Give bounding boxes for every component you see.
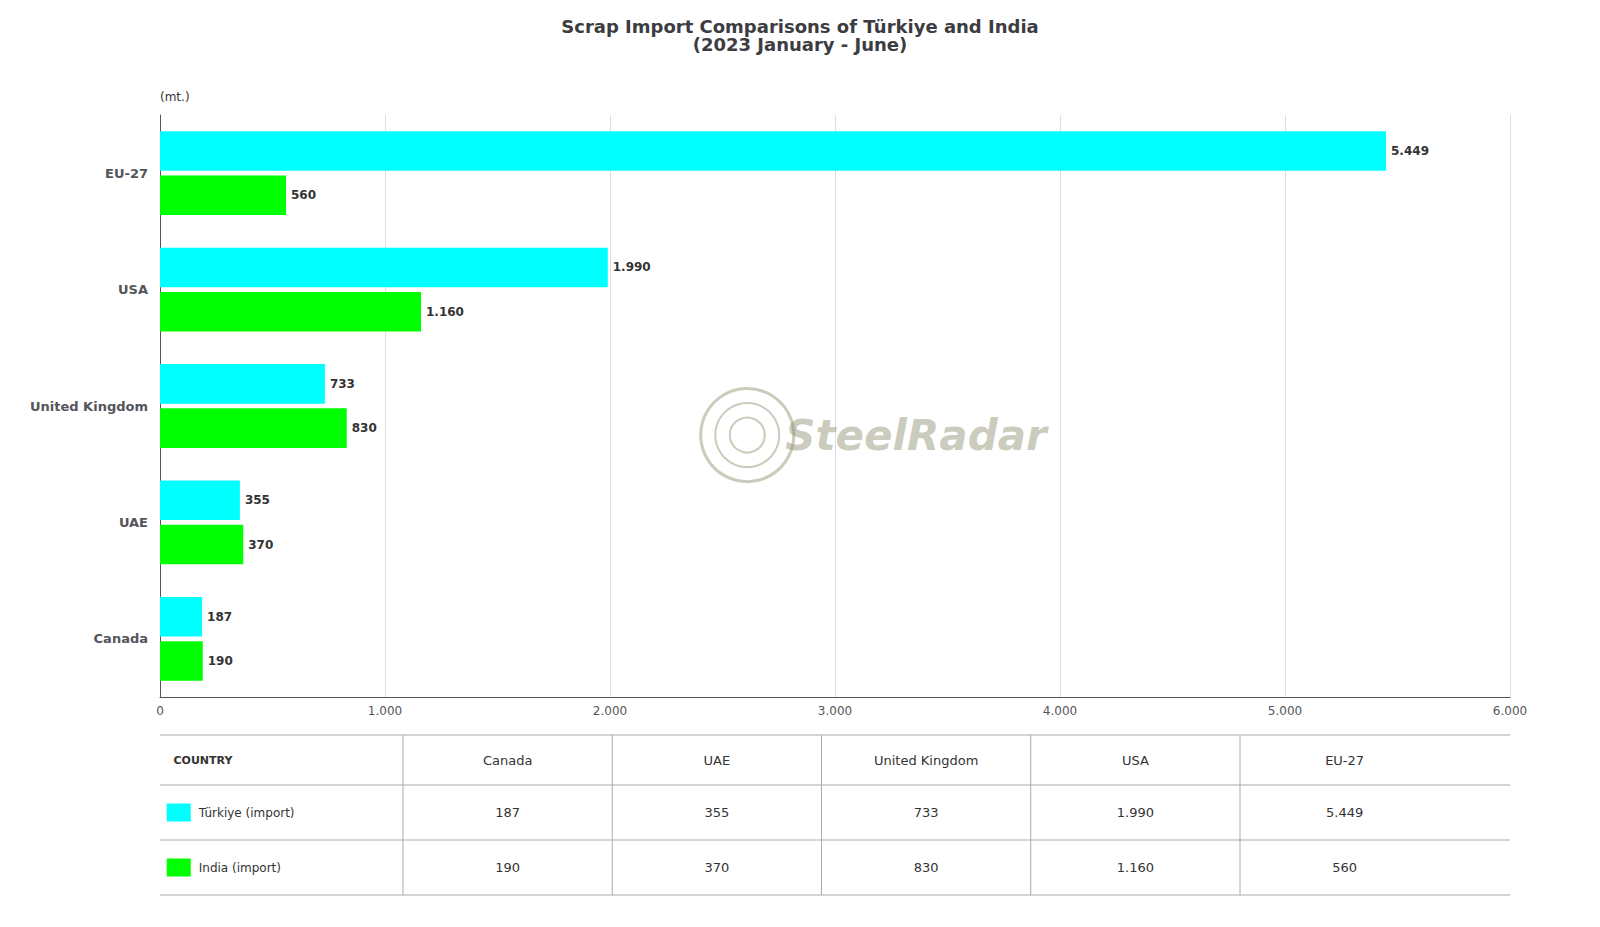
svg-text:733: 733 [914, 805, 939, 820]
svg-text:3.000: 3.000 [818, 704, 852, 718]
svg-text:SteelRadar: SteelRadar [785, 411, 1049, 460]
svg-text:EU-27: EU-27 [105, 166, 148, 181]
svg-text:1.160: 1.160 [1117, 860, 1154, 875]
svg-text:190: 190 [208, 654, 233, 668]
svg-text:Canada: Canada [94, 631, 148, 646]
svg-text:187: 187 [495, 805, 520, 820]
svg-text:5.449: 5.449 [1326, 805, 1363, 820]
svg-text:355: 355 [245, 493, 270, 507]
svg-text:370: 370 [704, 860, 729, 875]
svg-text:1.990: 1.990 [1117, 805, 1154, 820]
svg-text:4.000: 4.000 [1043, 704, 1077, 718]
svg-text:560: 560 [1332, 860, 1357, 875]
svg-text:733: 733 [330, 377, 355, 391]
svg-text:560: 560 [291, 188, 316, 202]
svg-text:EU-27: EU-27 [1325, 753, 1364, 768]
svg-text:355: 355 [704, 805, 729, 820]
svg-text:USA: USA [1122, 753, 1149, 768]
svg-text:1.160: 1.160 [426, 305, 464, 319]
svg-text:370: 370 [248, 538, 273, 552]
svg-text:830: 830 [914, 860, 939, 875]
svg-text:Canada: Canada [483, 753, 532, 768]
svg-text:(2023 January - June): (2023 January - June) [693, 34, 908, 55]
svg-text:Scrap Import Comparisons of Tü: Scrap Import Comparisons of Türkiye and … [561, 15, 1039, 37]
svg-text:United Kingdom: United Kingdom [874, 753, 978, 768]
svg-text:190: 190 [495, 860, 520, 875]
svg-text:187: 187 [207, 610, 232, 624]
svg-text:United Kingdom: United Kingdom [30, 399, 148, 414]
svg-text:0: 0 [156, 704, 164, 718]
svg-text:COUNTRY: COUNTRY [174, 754, 234, 767]
svg-text:(mt.): (mt.) [160, 90, 190, 104]
svg-text:USA: USA [118, 282, 148, 297]
svg-text:5.000: 5.000 [1268, 704, 1302, 718]
svg-text:6.000: 6.000 [1493, 704, 1527, 718]
svg-text:Türkiye (import): Türkiye (import) [198, 806, 295, 820]
svg-text:India (import): India (import) [199, 861, 281, 875]
svg-text:1.990: 1.990 [613, 260, 651, 274]
svg-text:2.000: 2.000 [593, 704, 627, 718]
svg-text:1.000: 1.000 [368, 704, 402, 718]
svg-text:UAE: UAE [119, 515, 148, 530]
svg-text:830: 830 [352, 421, 377, 435]
svg-text:5.449: 5.449 [1391, 144, 1429, 158]
svg-text:UAE: UAE [704, 753, 731, 768]
